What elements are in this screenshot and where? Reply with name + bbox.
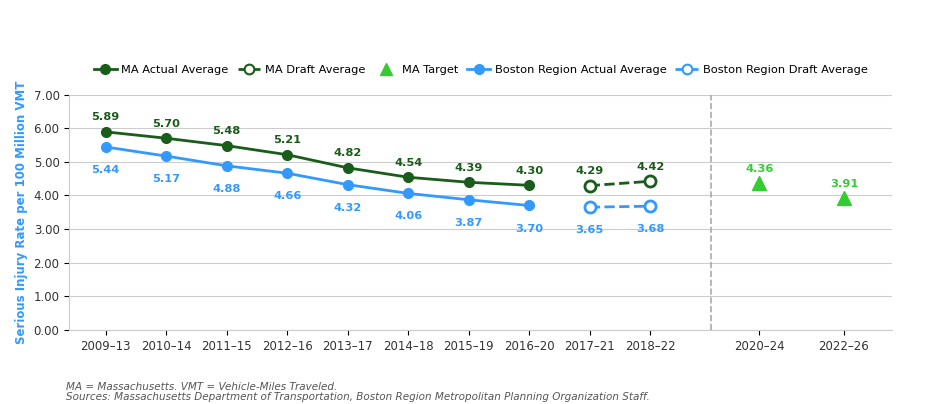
Text: 4.32: 4.32	[333, 203, 362, 213]
Text: 4.54: 4.54	[394, 158, 422, 168]
Text: 4.66: 4.66	[273, 191, 301, 201]
Text: 5.70: 5.70	[153, 118, 180, 128]
Text: 5.48: 5.48	[212, 126, 241, 136]
Text: 4.30: 4.30	[515, 166, 543, 176]
Text: 4.82: 4.82	[333, 148, 362, 158]
Text: 5.17: 5.17	[153, 174, 180, 184]
Text: 4.29: 4.29	[576, 166, 604, 176]
Text: 3.87: 3.87	[455, 218, 483, 228]
Text: 3.65: 3.65	[576, 225, 604, 235]
Text: 5.89: 5.89	[92, 112, 120, 122]
Text: 4.06: 4.06	[394, 211, 422, 221]
Legend: MA Actual Average, MA Draft Average, MA Target, Boston Region Actual Average, Bo: MA Actual Average, MA Draft Average, MA …	[89, 60, 872, 79]
Text: Sources: Massachusetts Department of Transportation, Boston Region Metropolitan : Sources: Massachusetts Department of Tra…	[66, 392, 650, 402]
Text: 4.42: 4.42	[636, 162, 665, 172]
Text: 4.88: 4.88	[212, 184, 241, 194]
Text: MA = Massachusetts. VMT = Vehicle-Miles Traveled.: MA = Massachusetts. VMT = Vehicle-Miles …	[66, 382, 337, 392]
Text: 4.36: 4.36	[745, 164, 773, 174]
Text: 3.91: 3.91	[829, 179, 858, 189]
Text: 3.70: 3.70	[515, 223, 543, 234]
Text: 5.21: 5.21	[273, 135, 301, 145]
Text: 5.44: 5.44	[92, 165, 120, 175]
Text: 3.68: 3.68	[636, 224, 665, 234]
Text: 4.39: 4.39	[455, 162, 483, 173]
Y-axis label: Serious Injury Rate per 100 Million VMT: Serious Injury Rate per 100 Million VMT	[15, 80, 28, 344]
